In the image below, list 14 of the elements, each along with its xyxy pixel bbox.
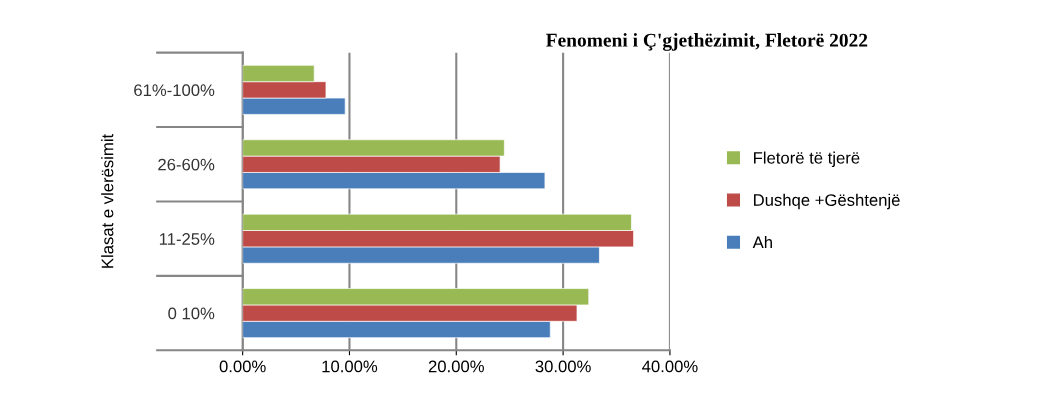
x-tick-label: 40.00% xyxy=(642,360,698,373)
y-tick-label: 0 10% xyxy=(168,307,215,320)
y-tick-label: 61%-100% xyxy=(134,84,215,97)
y-tick-label: 26-60% xyxy=(158,158,215,171)
x-tick-label: 30.00% xyxy=(535,360,591,373)
legend-label: Fletorë të tjerë xyxy=(754,151,860,168)
legend-label: Ah xyxy=(752,235,772,248)
x-tick-label: 0.00% xyxy=(219,360,266,373)
y-axis-title: Klasat e vlerësimit xyxy=(101,133,114,268)
chart-title: Fenomeni i Ç'gjethëzimit, Fletorë 2022 xyxy=(546,33,868,51)
legend-label: Dushqe +Gështenjë xyxy=(754,193,900,210)
x-tick-label: 10.00% xyxy=(322,360,378,373)
x-tick-label: 20.00% xyxy=(428,360,484,373)
y-tick-label: 11-25% xyxy=(159,233,215,245)
